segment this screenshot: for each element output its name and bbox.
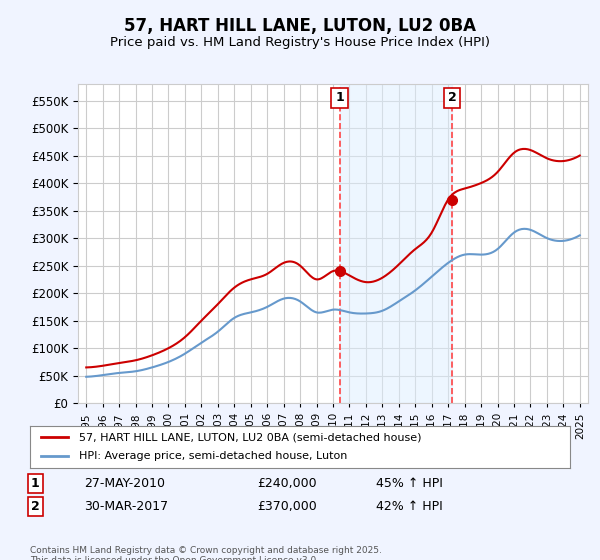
Text: 45% ↑ HPI: 45% ↑ HPI [376,477,442,490]
Text: 2: 2 [448,91,457,104]
Bar [340,84,452,403]
Text: 1: 1 [31,477,40,490]
Text: 1: 1 [335,91,344,104]
Text: 27-MAY-2010: 27-MAY-2010 [84,477,165,490]
Text: 2: 2 [31,500,40,514]
Text: £240,000: £240,000 [257,477,316,490]
Text: 30-MAR-2017: 30-MAR-2017 [84,500,168,514]
Text: HPI: Average price, semi-detached house, Luton: HPI: Average price, semi-detached house,… [79,451,347,461]
Text: 57, HART HILL LANE, LUTON, LU2 0BA: 57, HART HILL LANE, LUTON, LU2 0BA [124,17,476,35]
Text: £370,000: £370,000 [257,500,317,514]
Text: Contains HM Land Registry data © Crown copyright and database right 2025.
This d: Contains HM Land Registry data © Crown c… [30,546,382,560]
Text: Price paid vs. HM Land Registry's House Price Index (HPI): Price paid vs. HM Land Registry's House … [110,36,490,49]
Text: 57, HART HILL LANE, LUTON, LU2 0BA (semi-detached house): 57, HART HILL LANE, LUTON, LU2 0BA (semi… [79,432,421,442]
Text: 42% ↑ HPI: 42% ↑ HPI [376,500,442,514]
